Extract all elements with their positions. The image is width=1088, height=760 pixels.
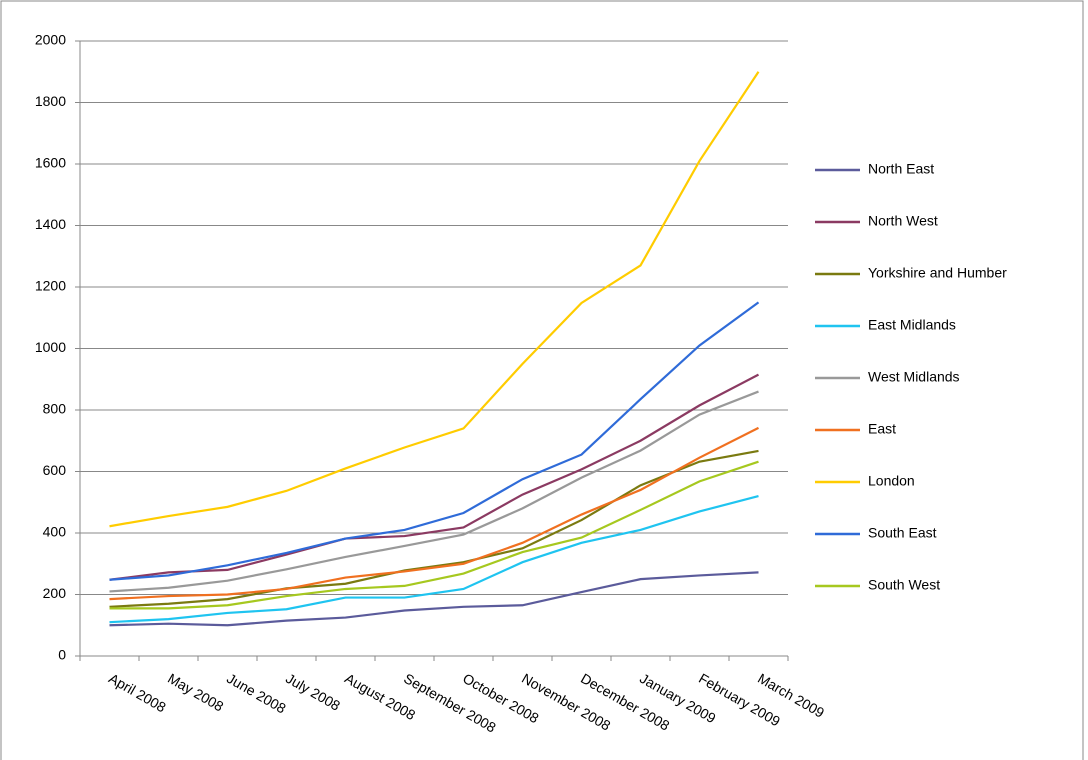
series-line [109,449,759,608]
series-line [109,390,759,593]
y-tick-label: 1200 [35,278,66,294]
legend-label: North West [868,213,938,229]
series-line [109,71,760,528]
legend-label: Yorkshire and Humber [868,265,1007,281]
series-line [109,426,759,601]
series-line [109,373,760,581]
y-tick-label: 1400 [35,216,66,232]
legend-label: West Midlands [868,369,960,385]
series-line [109,301,760,581]
y-tick-label: 800 [43,401,67,417]
series-line [109,571,759,627]
y-tick-label: 1600 [35,155,66,171]
y-tick-label: 2000 [35,32,66,48]
series-line [109,460,759,610]
legend-label: East Midlands [868,317,956,333]
y-tick-label: 0 [58,647,66,663]
legend-label: London [868,473,915,489]
series-line [109,495,759,624]
y-tick-label: 1000 [35,339,66,355]
legend-label: North East [868,161,934,177]
y-tick-label: 400 [43,524,67,540]
legend-label: South West [868,577,940,593]
legend-label: East [868,421,896,437]
legend-label: South East [868,525,937,541]
y-tick-label: 1800 [35,93,66,109]
y-tick-label: 600 [43,462,67,478]
y-tick-label: 200 [43,585,67,601]
